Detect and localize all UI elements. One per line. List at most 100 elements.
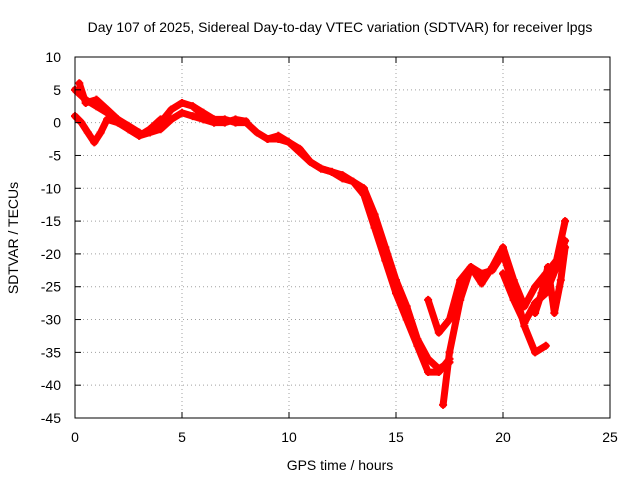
data-point [520, 318, 529, 327]
data-point [349, 177, 358, 186]
x-tick-label: 25 [602, 429, 618, 445]
data-point [167, 115, 176, 124]
x-tick-label: 15 [388, 429, 404, 445]
chart-title: Day 107 of 2025, Sidereal Day-to-day VTE… [88, 19, 593, 35]
data-point [445, 315, 454, 324]
data-point [285, 138, 293, 147]
y-tick-label: -20 [41, 246, 61, 262]
series-satellite-track-6 [263, 131, 454, 377]
data-point [456, 295, 465, 304]
data-point [359, 190, 368, 199]
tick-layer [74, 56, 611, 419]
data-point [252, 128, 261, 137]
data-point [103, 115, 112, 124]
data-point [145, 125, 154, 134]
x-tick-label: 10 [281, 429, 297, 445]
data-point [531, 308, 540, 317]
data-point [338, 174, 347, 183]
data-point [488, 263, 497, 272]
y-tick-label: 10 [45, 49, 61, 65]
data-point [188, 112, 197, 121]
data-point [210, 115, 219, 124]
tick-label-layer: 0 5 10 15 20 25 10 5 0 -5 -10 -15 -20 -25 -30 -35 -40 -45 [41, 49, 618, 445]
data-point [520, 302, 529, 311]
data-point [561, 243, 570, 252]
data-point [434, 368, 443, 377]
series-satellite-track-10 [531, 243, 570, 317]
data-point [178, 98, 186, 107]
data-point [402, 315, 411, 324]
y-tick-label: -40 [41, 377, 61, 393]
data-point [96, 128, 105, 137]
y-tick-label: -5 [49, 147, 62, 163]
x-tick-label: 20 [495, 429, 511, 445]
data-point [156, 118, 165, 127]
data-point [167, 105, 176, 114]
data-point [81, 98, 90, 107]
data-point [220, 115, 229, 124]
y-tick-label: -35 [41, 344, 61, 360]
data-point [456, 276, 465, 285]
data-point [199, 108, 208, 117]
data-point [113, 115, 122, 124]
x-tick-label: 0 [71, 429, 79, 445]
y-tick-label: 5 [53, 82, 61, 98]
data-point [434, 328, 443, 337]
data-point [327, 167, 336, 176]
data-point [439, 400, 448, 409]
data-point [135, 128, 144, 137]
data-point [178, 108, 186, 117]
data-point [477, 279, 486, 288]
y-tick-label: -45 [41, 410, 61, 426]
data-point [103, 105, 112, 114]
data-point [531, 282, 540, 291]
data-point [541, 341, 550, 350]
data-point [317, 164, 326, 173]
y-tick-label: -10 [41, 180, 61, 196]
data-point [295, 148, 304, 157]
data-point [413, 341, 422, 350]
data-point [306, 158, 315, 167]
data-point [531, 348, 540, 357]
data-point [537, 289, 546, 298]
series-trace [264, 132, 453, 376]
data-point [509, 276, 518, 285]
data-point [499, 243, 507, 252]
grid-layer [75, 57, 610, 418]
data-point [83, 128, 92, 137]
data-point [561, 217, 570, 226]
data-point [188, 102, 197, 111]
data-point [556, 276, 565, 285]
data-point [392, 289, 400, 298]
data-point [231, 118, 240, 127]
y-tick-label: 0 [53, 115, 61, 131]
data-layer [71, 79, 570, 409]
data-point [263, 135, 272, 144]
x-axis-label: GPS time / hours [287, 457, 394, 473]
data-point [124, 121, 133, 130]
series-trace [531, 243, 569, 317]
data-point [381, 256, 390, 265]
data-point [92, 95, 101, 104]
data-point [509, 295, 518, 304]
data-point [499, 269, 507, 278]
data-point [370, 223, 379, 232]
y-tick-label: -30 [41, 312, 61, 328]
series-satellite-track-3 [75, 79, 144, 137]
data-point [543, 263, 552, 272]
plot-frame [74, 56, 611, 419]
data-point [550, 308, 559, 317]
series-satellite-track-2 [71, 112, 165, 147]
data-point [90, 138, 99, 147]
y-axis-label: SDTVAR / TECUs [5, 182, 21, 294]
y-tick-label: -15 [41, 213, 61, 229]
data-point [424, 295, 433, 304]
y-tick-label: -25 [41, 279, 61, 295]
data-point [466, 263, 475, 272]
data-point [274, 131, 283, 140]
data-point [445, 348, 454, 357]
data-point [242, 118, 251, 127]
